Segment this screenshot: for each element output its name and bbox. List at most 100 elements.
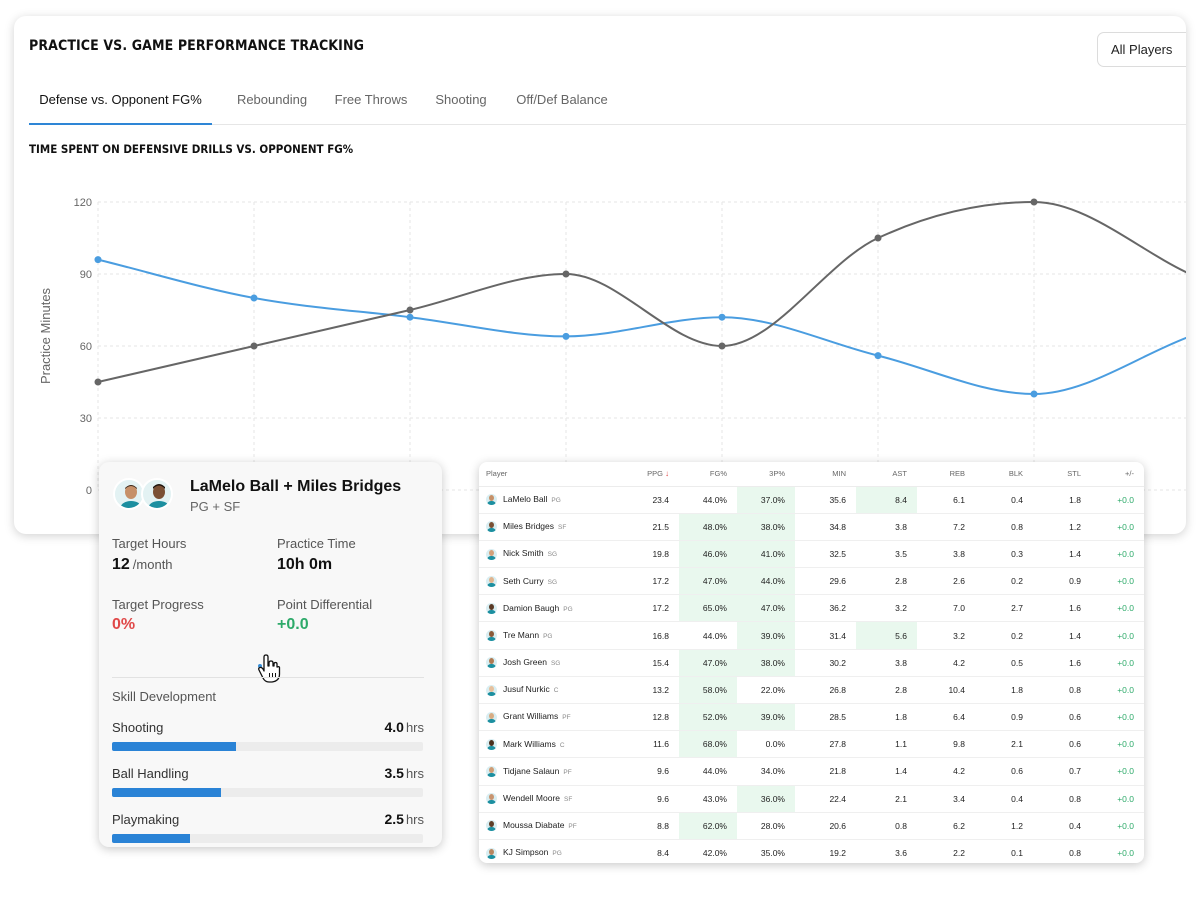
table-row[interactable]: LaMelo Ball PG 23.4 44.0% 37.0% 35.6 8.4 6.1 0.4… [479, 486, 1144, 514]
player-card-name: LaMelo Ball + Miles Bridges [190, 478, 402, 495]
cell-tp: 37.0% [737, 486, 795, 514]
player-position: SG [547, 551, 558, 559]
cell-min: 29.6 [795, 567, 856, 596]
col-header-fg[interactable]: FG% [679, 462, 737, 487]
player-position: PG [551, 496, 561, 504]
cell-blk: 0.2 [975, 621, 1033, 650]
skill-bar-playmaking [112, 834, 423, 843]
table-row[interactable]: Nick Smith SG 19.8 46.0% 41.0% 32.5 3.5 3.8 0.3 1… [479, 540, 1144, 569]
table-header-row: Player PPG ↓ FG% 3P% MIN AST REB BLK STL… [479, 462, 1144, 487]
cell-blk: 0.9 [975, 703, 1033, 732]
table-row[interactable]: Tidjane Salaun PF 9.6 44.0% 34.0% 21.8 1.4 4.2 0… [479, 757, 1144, 786]
y-tick-label: 90 [80, 269, 92, 281]
player-avatar-icon [486, 738, 497, 750]
cell-tp: 39.0% [737, 703, 795, 732]
col-header-player[interactable]: Player [479, 462, 618, 487]
cell-reb: 2.2 [917, 839, 975, 863]
tab-defense[interactable]: Defense vs. Opponent FG% [29, 82, 212, 125]
cell-stl: 1.4 [1033, 540, 1091, 569]
cell-ast: 3.5 [856, 540, 917, 569]
cell-ppg: 9.6 [618, 757, 679, 786]
col-header-plus-minus[interactable]: +/- [1091, 462, 1144, 487]
cell-reb: 2.6 [917, 567, 975, 596]
cell-ppg: 16.8 [618, 621, 679, 650]
skill-bar-ball-handling [112, 788, 423, 797]
point-differential-value: +0.0 [277, 616, 309, 633]
cell-reb: 7.0 [917, 594, 975, 623]
cell-reb: 3.8 [917, 540, 975, 569]
table-row[interactable]: Tre Mann PG 16.8 44.0% 39.0% 31.4 5.6 3.2 0.2 1.4… [479, 621, 1144, 650]
cell-ast: 3.6 [856, 839, 917, 863]
cell-stl: 0.6 [1033, 730, 1091, 759]
table-row[interactable]: Seth Curry SG 17.2 47.0% 44.0% 29.6 2.8 2.6 0.2 0… [479, 567, 1144, 596]
col-header-reb[interactable]: REB [917, 462, 975, 487]
skill-bar-shooting [112, 742, 423, 751]
cell-blk: 0.5 [975, 649, 1033, 677]
cell-ast: 8.4 [856, 486, 917, 514]
cell-ast: 2.1 [856, 785, 917, 813]
cell-fg: 62.0% [679, 812, 737, 840]
data-point [1030, 390, 1038, 398]
table-row[interactable]: Mark Williams C 11.6 68.0% 0.0% 27.8 1.1 9.8 2.1… [479, 730, 1144, 759]
table-row[interactable]: Josh Green SG 15.4 47.0% 38.0% 30.2 3.8 4.2 0.5 1… [479, 649, 1144, 677]
col-header-blk[interactable]: BLK [975, 462, 1033, 487]
skill-development-header: Skill Development [112, 689, 217, 704]
cell-blk: 2.1 [975, 730, 1033, 759]
tab-off-def-balance[interactable]: Off/Def Balance [516, 92, 608, 107]
cell-reb: 6.4 [917, 703, 975, 732]
cell-pm: +0.0 [1091, 812, 1144, 840]
player-name: Jusuf Nurkic [503, 684, 550, 695]
y-tick-label: 60 [80, 341, 92, 353]
col-header-stl[interactable]: STL [1033, 462, 1091, 487]
table-row[interactable]: Grant Williams PF 12.8 52.0% 39.0% 28.5 1.8 6.4… [479, 703, 1144, 732]
cell-fg: 58.0% [679, 676, 737, 705]
cell-fg: 47.0% [679, 567, 737, 596]
cell-pm: +0.0 [1091, 785, 1144, 813]
player-position: PG [563, 605, 573, 613]
practice-time-value: 10h 0m [277, 556, 333, 573]
table-row[interactable]: Moussa Diabate PF 8.8 62.0% 28.0% 20.6 0.8 6.2 1… [479, 812, 1144, 840]
cell-stl: 0.7 [1033, 757, 1091, 786]
tab-free-throws[interactable]: Free Throws [334, 92, 408, 107]
cell-min: 20.6 [795, 812, 856, 840]
player-position: SG [547, 578, 558, 586]
cell-min: 35.6 [795, 486, 856, 514]
cell-min: 21.8 [795, 757, 856, 786]
col-header-3p[interactable]: 3P% [737, 462, 795, 487]
target-hours-value: 12/month [112, 556, 173, 573]
table-row[interactable]: KJ Simpson PG 8.4 42.0% 35.0% 19.2 3.6 2.2 0.1 0.… [479, 839, 1144, 863]
player-filter-dropdown[interactable]: All Players [1097, 32, 1186, 67]
cell-stl: 0.6 [1033, 703, 1091, 732]
y-tick-label: 120 [74, 197, 92, 209]
cell-tp: 34.0% [737, 757, 795, 786]
player-name-cell: Wendell Moore SF [479, 785, 618, 813]
skill-bar-fill-shooting [112, 742, 237, 751]
col-header-ppg[interactable]: PPG ↓ [618, 462, 679, 487]
cell-stl: 1.8 [1033, 486, 1091, 514]
table-row[interactable]: Jusuf Nurkic C 13.2 58.0% 22.0% 26.8 2.8 10.4 1.… [479, 676, 1144, 705]
col-header-ast[interactable]: AST [856, 462, 917, 487]
player-stats-table-card: Player PPG ↓ FG% 3P% MIN AST REB BLK STL… [479, 462, 1144, 863]
col-header-min[interactable]: MIN [795, 462, 856, 487]
data-point [94, 256, 102, 264]
table-row[interactable]: Wendell Moore SF 9.6 43.0% 36.0% 22.4 2.1 3.4 0.… [479, 785, 1144, 813]
table-body: LaMelo Ball PG 23.4 44.0% 37.0% 35.6 8.4 6.1 0.4… [479, 486, 1144, 863]
player-name: Wendell Moore [503, 793, 561, 804]
cell-ppg: 17.2 [618, 567, 679, 596]
cell-reb: 4.2 [917, 757, 975, 786]
tab-shooting[interactable]: Shooting [435, 92, 487, 107]
player-avatar-icon [486, 575, 497, 587]
cell-pm: +0.0 [1091, 703, 1144, 732]
player-name: Damion Baugh [503, 602, 560, 613]
table-row[interactable]: Damion Baugh PG 17.2 65.0% 47.0% 36.2 3.2 7.0 2.… [479, 594, 1144, 623]
skill-bar-fill-playmaking [112, 834, 190, 843]
player-position: SG [550, 660, 561, 668]
cell-fg: 44.0% [679, 621, 737, 650]
target-progress-value: 0% [112, 616, 136, 633]
cell-min: 34.8 [795, 513, 856, 541]
tab-rebounding[interactable]: Rebounding [236, 92, 308, 107]
table-row[interactable]: Miles Bridges SF 21.5 48.0% 38.0% 34.8 3.8 7.2 0… [479, 513, 1144, 541]
cell-stl: 1.6 [1033, 649, 1091, 677]
player-name: KJ Simpson [503, 847, 549, 858]
cell-blk: 0.6 [975, 757, 1033, 786]
